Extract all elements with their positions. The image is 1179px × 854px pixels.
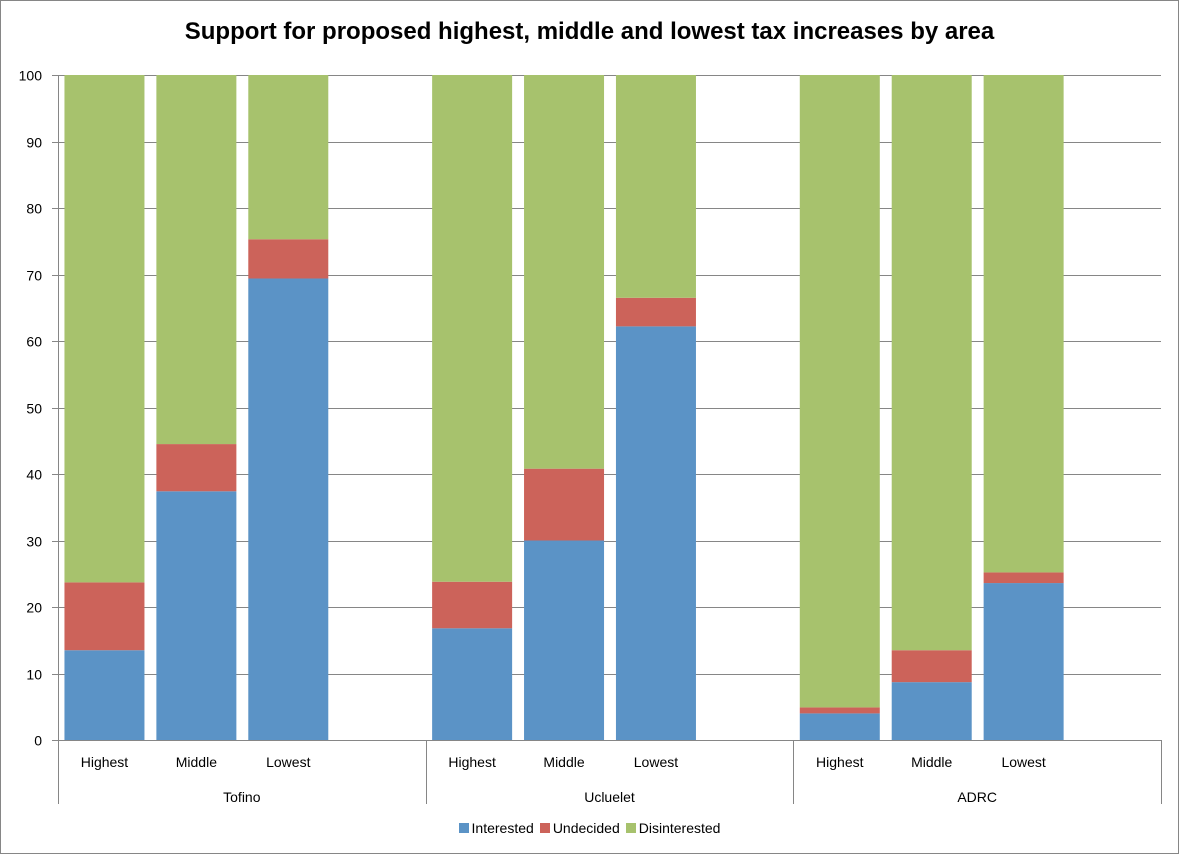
x-tick-label: Highest <box>81 754 129 770</box>
bar-interested-tofino-lowest <box>248 278 329 740</box>
legend-swatch <box>458 823 469 833</box>
group-label: Ucluelet <box>584 789 635 805</box>
y-tick-label: 80 <box>26 201 42 217</box>
x-tick-label: Middle <box>543 754 584 770</box>
bar-undecided-ucluelet-middle <box>524 468 605 541</box>
y-tick-label: 30 <box>26 534 42 550</box>
bar-disinterested-tofino-lowest <box>248 75 329 240</box>
y-tick-label: 100 <box>19 68 43 84</box>
bar-disinterested-tofino-highest <box>64 75 145 583</box>
bar-disinterested-ucluelet-middle <box>524 75 605 469</box>
x-tick-label: Middle <box>176 754 217 770</box>
legend-item-disinterested: Disinterested <box>625 820 721 836</box>
bar-disinterested-tofino-middle <box>156 75 237 445</box>
bar-undecided-tofino-highest <box>64 582 145 651</box>
y-tick-label: 20 <box>26 600 42 616</box>
bar-disinterested-adrc-middle <box>891 75 972 651</box>
legend-item-undecided: Undecided <box>539 820 620 836</box>
y-tick-label: 70 <box>26 268 42 284</box>
legend-label: Undecided <box>552 820 620 836</box>
bar-disinterested-adrc-highest <box>799 75 880 708</box>
group-label: ADRC <box>957 789 997 805</box>
group-label: Tofino <box>223 789 261 805</box>
bar-undecided-adrc-highest <box>799 707 880 714</box>
chart-title: Support for proposed highest, middle and… <box>184 18 995 45</box>
bar-undecided-adrc-lowest <box>983 572 1064 584</box>
bar-disinterested-ucluelet-lowest <box>615 75 696 298</box>
x-tick-label: Middle <box>911 754 952 770</box>
y-tick-label: 0 <box>34 733 42 749</box>
x-tick-label: Lowest <box>634 754 678 770</box>
y-tick-label: 90 <box>26 135 42 151</box>
y-tick-label: 50 <box>26 401 42 417</box>
legend-label: Disinterested <box>638 820 721 836</box>
bar-interested-ucluelet-highest <box>432 628 513 740</box>
x-tick-label: Highest <box>816 754 864 770</box>
bar-interested-adrc-lowest <box>983 583 1064 740</box>
legend-swatch <box>625 823 636 833</box>
y-tick-label: 60 <box>26 334 42 350</box>
bar-undecided-tofino-middle <box>156 444 237 492</box>
axes: 0 10 20 30 40 50 60 70 80 90 100 Highest Middle Lowes… <box>19 68 1162 805</box>
bar-interested-tofino-highest <box>64 650 145 740</box>
bar-interested-ucluelet-middle <box>524 540 605 740</box>
bar-interested-adrc-highest <box>799 713 880 740</box>
grid-lines <box>58 75 1161 675</box>
bar-interested-adrc-middle <box>891 682 972 740</box>
y-tick-label: 10 <box>26 667 42 683</box>
bar-undecided-adrc-middle <box>891 650 972 683</box>
bars <box>64 75 1064 740</box>
legend-swatch <box>539 823 550 833</box>
bar-disinterested-adrc-lowest <box>983 75 1064 573</box>
x-tick-label: Highest <box>448 754 496 770</box>
legend: Interested Undecided Disinterested <box>0 820 1179 836</box>
bar-interested-ucluelet-lowest <box>615 326 696 740</box>
bar-interested-tofino-middle <box>156 491 237 740</box>
bar-disinterested-ucluelet-highest <box>432 75 513 582</box>
x-tick-label: Lowest <box>266 754 310 770</box>
bar-undecided-ucluelet-lowest <box>615 297 696 327</box>
y-tick-label: 40 <box>26 467 42 483</box>
legend-label: Interested <box>471 820 534 836</box>
x-tick-label: Lowest <box>1001 754 1045 770</box>
bar-undecided-tofino-lowest <box>248 239 329 279</box>
legend-item-interested: Interested <box>458 820 534 836</box>
bar-undecided-ucluelet-highest <box>432 581 513 629</box>
